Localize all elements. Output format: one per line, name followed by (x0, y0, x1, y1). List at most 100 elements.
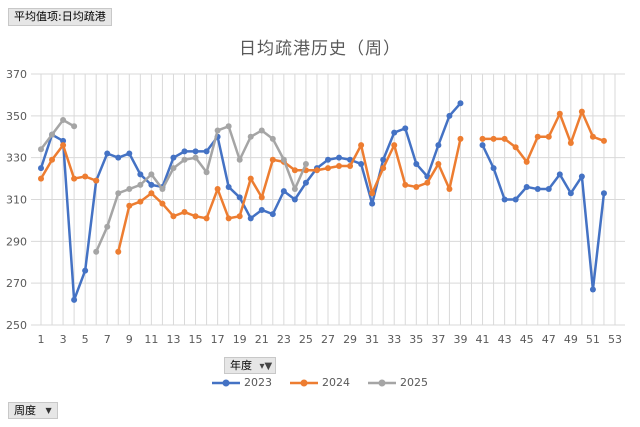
data-point-2024 (181, 209, 188, 216)
data-point-2025 (137, 181, 144, 188)
x-tick-label: 17 (211, 333, 225, 346)
data-point-2024 (435, 160, 442, 167)
series-line-2025 (40, 118, 75, 151)
y-tick-label: 290 (6, 235, 27, 248)
y-tick-label: 310 (6, 194, 27, 207)
data-point-2023 (247, 215, 254, 222)
data-point-2023 (402, 125, 409, 132)
data-point-2024 (457, 135, 464, 142)
data-point-2023 (148, 181, 155, 188)
data-point-2023 (236, 194, 243, 201)
x-tick-label: 11 (144, 333, 158, 346)
pivot-value-field-button[interactable]: 平均值项:日均疏港 (8, 8, 112, 26)
data-point-2023 (115, 154, 122, 161)
x-tick-label: 7 (104, 333, 111, 346)
x-tick-label: 1 (38, 333, 45, 346)
y-tick-label: 370 (6, 68, 27, 81)
data-point-2025 (258, 127, 265, 134)
x-tick-label: 29 (343, 333, 357, 346)
data-point-2024 (49, 156, 56, 163)
pivot-category-field-button[interactable]: 周度 ▼ (8, 402, 58, 419)
data-point-2025 (302, 160, 309, 167)
data-point-2023 (490, 165, 497, 172)
data-point-2023 (225, 183, 232, 190)
data-point-2023 (203, 148, 210, 155)
y-tick-label: 270 (6, 277, 27, 290)
data-point-2024 (82, 173, 89, 180)
data-point-2024 (60, 142, 67, 149)
data-point-2023 (38, 165, 44, 172)
y-tick-label: 350 (6, 110, 27, 123)
x-tick-label: 41 (476, 333, 490, 346)
legend-marker-icon (290, 379, 318, 386)
data-point-2024 (170, 213, 177, 220)
data-point-2023 (534, 186, 541, 193)
data-point-2023 (82, 267, 89, 274)
pivot-series-field-button[interactable]: 年度 ▾▼ (224, 357, 277, 374)
filter-dropdown-icon[interactable]: ▾▼ (259, 361, 273, 372)
data-point-2025 (203, 169, 210, 176)
data-point-2024 (347, 163, 354, 170)
data-point-2024 (137, 198, 144, 205)
legend-label: 2025 (400, 376, 428, 389)
data-point-2023 (523, 183, 530, 190)
data-point-2024 (225, 215, 232, 222)
data-point-2025 (115, 190, 122, 197)
legend-marker-icon (212, 379, 240, 386)
data-point-2024 (490, 135, 497, 142)
x-tick-label: 39 (453, 333, 467, 346)
data-point-2024 (589, 133, 596, 140)
x-tick-label: 25 (299, 333, 313, 346)
data-point-2023 (369, 200, 376, 207)
y-tick-label: 250 (6, 319, 27, 332)
data-point-2024 (578, 108, 585, 115)
chart-title: 日均疏港历史（周） (239, 39, 401, 59)
category-field-label: 周度 (14, 404, 36, 417)
data-point-2023 (170, 154, 177, 161)
data-point-2023 (578, 173, 585, 180)
data-point-2024 (313, 167, 320, 174)
data-point-2024 (148, 190, 155, 197)
x-tick-label: 37 (431, 333, 445, 346)
data-point-2025 (236, 156, 243, 163)
x-tick-label: 31 (365, 333, 379, 346)
data-point-2023 (269, 211, 276, 218)
data-point-2025 (181, 156, 188, 163)
data-point-2024 (192, 213, 199, 220)
data-point-2023 (358, 160, 365, 167)
data-point-2024 (446, 186, 453, 193)
data-point-2024 (214, 186, 221, 193)
data-point-2023 (567, 190, 574, 197)
dropdown-arrow-icon[interactable]: ▼ (45, 406, 52, 415)
x-tick-label: 51 (586, 333, 600, 346)
data-point-2024 (600, 137, 607, 144)
data-point-2023 (302, 179, 309, 186)
x-tick-label: 3 (60, 333, 67, 346)
series-field-label: 年度 (230, 359, 252, 372)
data-point-2024 (159, 200, 166, 207)
data-point-2025 (93, 248, 100, 255)
data-point-2024 (38, 175, 44, 182)
data-point-2023 (391, 129, 398, 136)
data-point-2025 (104, 223, 111, 230)
data-point-2025 (214, 127, 221, 134)
x-tick-label: 45 (520, 333, 534, 346)
legend-label: 2024 (322, 376, 350, 389)
data-point-2024 (269, 156, 276, 163)
data-point-2025 (126, 186, 133, 193)
series-line-2023 (481, 144, 606, 291)
data-point-2024 (556, 110, 563, 117)
data-point-2024 (115, 248, 122, 255)
data-point-2024 (71, 175, 78, 182)
data-point-2023 (336, 154, 343, 161)
data-point-2024 (501, 135, 508, 142)
data-point-2023 (280, 188, 287, 195)
data-point-2023 (137, 171, 144, 178)
legend-item-2025: 2025 (368, 376, 428, 389)
data-point-2023 (512, 196, 519, 203)
data-point-2023 (479, 142, 486, 149)
data-point-2023 (545, 186, 552, 193)
data-point-2023 (589, 286, 596, 293)
data-point-2025 (247, 133, 254, 140)
